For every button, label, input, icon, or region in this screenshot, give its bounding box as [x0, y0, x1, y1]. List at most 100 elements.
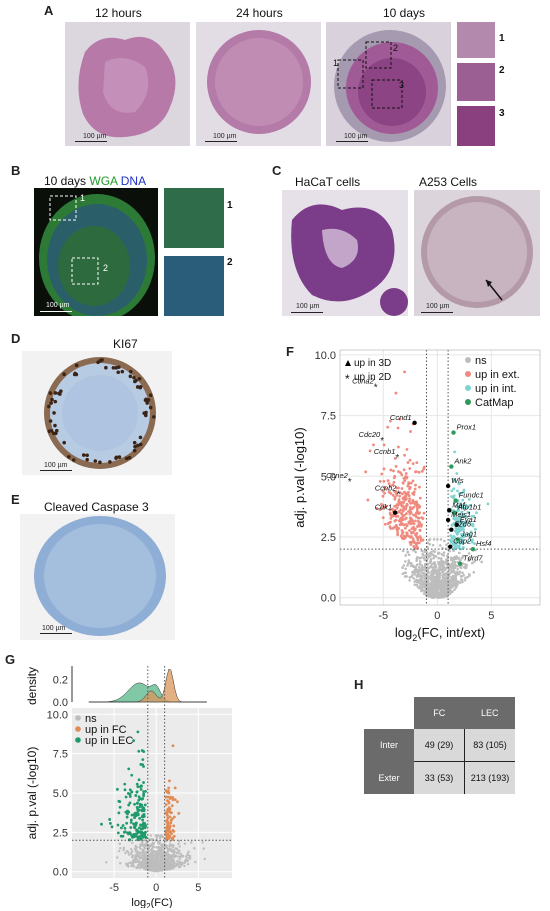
point-up-in-int: [467, 520, 471, 524]
point-up-in-lec: [127, 803, 131, 807]
point-ns: [427, 538, 431, 542]
scale-label-c1: 100 µm: [296, 303, 320, 310]
point-up-in-int: [466, 506, 470, 509]
point-ns: [410, 575, 413, 579]
overlap-table: FC LEC Inter 49 (29) 83 (105) Exter 33 (…: [364, 697, 515, 794]
point-up-in-ext: [381, 516, 385, 520]
point-ns: [443, 572, 446, 575]
point-ns: [141, 865, 144, 868]
point-ns: [457, 580, 461, 584]
point-up-in-int: [459, 536, 463, 540]
point-up-in-fc: [166, 816, 170, 820]
point-up-in-ext: [404, 496, 408, 500]
point-up-in-ext: [402, 523, 406, 527]
point-up-in-ext: [383, 485, 386, 489]
point-up-in-fc: [166, 808, 170, 812]
point-up-in-ext: [400, 532, 404, 536]
point-ns: [150, 843, 153, 846]
scale-bar-a1: [75, 141, 107, 142]
point-ns: [413, 568, 417, 572]
plot-g-ytick-label: 2.5: [53, 827, 68, 839]
point-ns: [154, 850, 158, 853]
point-up-in-ext: [394, 490, 398, 494]
point-ns: [146, 851, 149, 855]
point-ns: [423, 566, 427, 569]
point-up-in-ext: [391, 493, 395, 497]
point-ns: [439, 538, 443, 541]
table-row-label-inter: Inter: [364, 729, 414, 762]
gene-marker-catmap: [452, 510, 457, 515]
point-ns: [428, 554, 432, 558]
point-ns: [456, 567, 460, 571]
legend-up-in-2d: up in 2D: [354, 372, 391, 383]
point-up-in-ext: [378, 479, 382, 483]
point-up-in-ext: [416, 541, 420, 545]
point-ns: [437, 560, 440, 564]
point-ns: [129, 848, 133, 851]
point-ns: [473, 560, 476, 563]
point-up-in-ext: [409, 430, 412, 433]
point-up-in-fc: [172, 815, 176, 819]
point-ns: [446, 571, 449, 575]
point-ns: [401, 549, 405, 553]
point-ns: [176, 863, 180, 867]
point-up-in-int: [461, 546, 465, 549]
point-ns: [183, 842, 187, 845]
panel-b-wga: WGA: [89, 174, 118, 188]
point-ns: [184, 855, 188, 858]
point-ns: [421, 589, 425, 592]
point-up-in-ext: [409, 543, 413, 546]
point-ns: [423, 563, 427, 566]
point-ns: [166, 857, 169, 860]
point-up-in-lec: [109, 821, 112, 825]
plot-g-ytick-label: 0.0: [53, 867, 68, 879]
legend-up-in-3d: up in 3D: [354, 358, 391, 369]
point-up-in-ext: [415, 461, 419, 464]
point-ns: [163, 846, 166, 850]
point-up-in-int: [461, 538, 465, 542]
point-ns: [419, 584, 422, 588]
point-up-in-int: [461, 498, 465, 502]
ki67-positive-nucleus: [85, 453, 89, 458]
point-ns: [150, 865, 154, 868]
point-ns: [119, 846, 122, 850]
point-up-in-ext: [399, 502, 403, 506]
scale-label-d: 100 µm: [44, 462, 68, 469]
scale-label-a1: 100 µm: [83, 133, 107, 140]
point-up-in-ext: [401, 504, 405, 508]
legend-label: ns: [85, 713, 97, 725]
point-ns: [457, 572, 461, 576]
point-ns: [157, 865, 161, 869]
point-up-in-ext: [403, 535, 407, 539]
point-ns: [418, 562, 422, 566]
legend-dot: [465, 399, 471, 405]
volcano-plot-f: *Ccna2Ccnd1*Cdc20*Ccnb1*Ccne2*Ccnb2Cdk1P…: [292, 349, 541, 643]
plot-f-xlabel: log2(FC, int/ext): [395, 625, 485, 643]
ki67-positive-nucleus: [59, 389, 63, 394]
point-ns: [453, 588, 456, 592]
table-header-fc: FC: [414, 697, 465, 729]
point-ns: [129, 852, 133, 855]
point-up-in-fc: [168, 779, 171, 783]
point-ns: [429, 550, 433, 554]
point-up-in-ext: [403, 370, 406, 374]
point-up-in-ext: [392, 480, 396, 484]
point-ns: [437, 556, 441, 560]
point-up-in-lec: [136, 809, 140, 813]
point-ns: [155, 853, 158, 856]
point-ns: [413, 580, 416, 583]
point-up-in-int: [466, 532, 470, 536]
point-ns: [165, 868, 169, 871]
point-up-in-ext: [394, 514, 398, 518]
point-up-in-ext: [421, 538, 425, 542]
ki67-positive-nucleus: [51, 431, 56, 436]
point-ns: [453, 571, 457, 575]
point-up-in-lec: [138, 797, 142, 800]
point-ns: [420, 549, 424, 553]
point-up-in-fc: [167, 801, 171, 805]
point-ns: [152, 851, 156, 854]
gene-label-eya1: Eya1: [460, 515, 477, 524]
point-ns: [181, 861, 184, 865]
scale-bar-a2: [205, 141, 237, 142]
point-ns: [165, 860, 168, 863]
